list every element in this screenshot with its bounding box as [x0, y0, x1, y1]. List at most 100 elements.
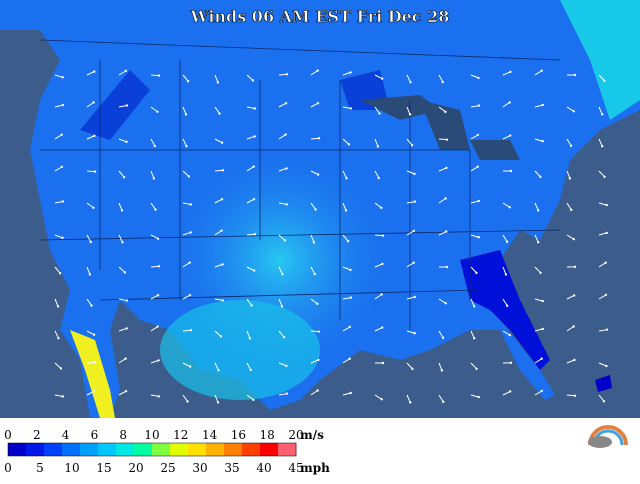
wind-arrow — [151, 266, 159, 267]
wind-arrow-head — [90, 241, 92, 243]
wind-arrow-head — [541, 70, 543, 72]
ms-tick-label: 20 — [288, 428, 303, 442]
wind-arrow-head — [126, 104, 128, 106]
wind-arrow-head — [217, 81, 219, 83]
wind-arrow-head — [254, 107, 256, 109]
wind-arrow-head — [445, 167, 447, 169]
wind-arrow-head — [318, 137, 320, 139]
wind-arrow-head — [411, 368, 413, 370]
wind-arrow-head — [537, 209, 539, 211]
wind-arrow-head — [316, 303, 318, 305]
wind-arrow-head — [506, 305, 508, 307]
wind-arrow-head — [478, 104, 480, 106]
wind-arrow-head — [345, 177, 347, 179]
wind-arrow-head — [508, 101, 510, 103]
mph-tick-label: 45 — [288, 461, 303, 475]
wind-arrow-head — [541, 357, 543, 359]
wind-arrow-head — [123, 176, 125, 178]
wind-arrow-head — [606, 232, 608, 234]
ms-tick-label: 14 — [202, 428, 218, 442]
wind-arrow-head — [601, 145, 603, 147]
wind-arrow-head — [473, 305, 475, 307]
wind-arrow-head — [510, 362, 512, 364]
wind-arrow-head — [478, 396, 480, 398]
map-title: Winds 06 AM EST Fri Dec 28 — [190, 7, 450, 26]
wind-arrow-head — [57, 305, 59, 307]
wind-arrow-head — [285, 365, 287, 367]
wind-arrow-head — [187, 80, 189, 82]
mph-tick-label: 40 — [256, 461, 271, 475]
wind-arrow-head — [94, 170, 96, 172]
wind-arrow-head — [446, 138, 448, 140]
wind-arrow-head — [350, 107, 352, 109]
wind-arrow-head — [285, 102, 287, 104]
wind-arrow-head — [157, 237, 159, 239]
wind-arrow-head — [158, 265, 160, 267]
wind-arrow-head — [477, 77, 479, 79]
wind-arrow-head — [413, 230, 415, 232]
ms-tick-label: 12 — [173, 428, 188, 442]
wind-arrow-head — [189, 365, 191, 367]
wind-arrow-head — [284, 239, 286, 241]
wind-arrow-head — [413, 332, 415, 334]
wind-arrow-head — [509, 390, 511, 392]
color-swatch — [8, 443, 27, 456]
mph-tick-label: 15 — [96, 461, 111, 475]
color-swatch — [260, 443, 279, 456]
wind-arrow-head — [217, 369, 219, 371]
wind-arrow-head — [62, 200, 64, 202]
wind-arrow-head — [188, 261, 190, 263]
wind-arrow-head — [92, 207, 94, 209]
wind-arrow-head — [345, 209, 347, 211]
wind-arrow-head — [61, 166, 63, 168]
mph-tick-label: 5 — [36, 461, 44, 475]
wind-arrow-head — [318, 330, 320, 332]
wind-arrow-head — [250, 369, 252, 371]
wind-arrow-head — [285, 167, 287, 169]
wind-arrow-head — [60, 367, 62, 369]
wind-arrow-head — [347, 240, 349, 242]
wind-arrow-head — [569, 177, 571, 179]
wind-arrow-head — [601, 113, 603, 115]
wind-arrow-head — [59, 272, 61, 274]
wind-arrow-head — [218, 112, 220, 114]
wind-arrow-head — [222, 169, 224, 171]
wind-arrow-head — [541, 390, 543, 392]
wind-arrow-head — [381, 77, 383, 79]
ms-tick-label: 8 — [119, 428, 127, 442]
wind-arrow-head — [606, 328, 608, 330]
wind-arrow — [279, 74, 287, 75]
wind-arrow — [375, 235, 383, 236]
wind-arrow-head — [478, 200, 480, 202]
wind-arrow-head — [509, 134, 511, 136]
wind-arrow-head — [573, 110, 575, 112]
wind-arrow-head — [473, 337, 475, 339]
color-swatch — [206, 443, 225, 456]
wind-arrow-head — [570, 145, 572, 147]
wind-arrow-head — [442, 401, 444, 403]
wind-arrow-head — [92, 101, 94, 103]
wind-arrow-head — [157, 359, 159, 361]
ms-tick-label: 0 — [4, 428, 12, 442]
wind-arrow-head — [539, 272, 541, 274]
wind-arrow-head — [156, 325, 158, 327]
wind-arrow-head — [124, 357, 126, 359]
wind-arrow-head — [409, 113, 411, 115]
wind-arrow-head — [380, 207, 382, 209]
wind-arrow-head — [381, 263, 383, 265]
wind-arrow-head — [284, 133, 286, 135]
wind-arrow-head — [444, 111, 446, 113]
wind-arrow-head — [222, 299, 224, 301]
wind-arrow-head — [221, 263, 223, 265]
wind-arrow-head — [217, 401, 219, 403]
wind-arrow-head — [185, 145, 187, 147]
wind-arrow-head — [190, 329, 192, 331]
wind-arrow-head — [221, 198, 223, 200]
wind-arrow-head — [61, 76, 63, 78]
wind-arrow-head — [158, 74, 160, 76]
wind-arrow-head — [414, 296, 416, 298]
wind-arrow-head — [414, 200, 416, 202]
wind-arrow-head — [444, 197, 446, 199]
wind-arrow-head — [509, 206, 511, 208]
